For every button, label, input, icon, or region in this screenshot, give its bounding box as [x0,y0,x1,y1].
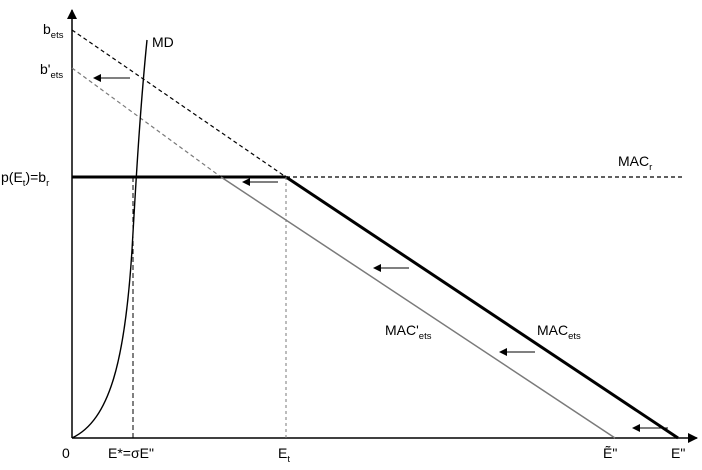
label-mac-ets: MACets [537,322,581,342]
mac-ets-dashed-segment [71,29,287,178]
label-e-star: E*=σE" [108,445,154,461]
mac-ets-line [285,175,679,440]
label-md: MD [152,34,174,50]
label-b-ets: bets [43,21,64,41]
md-curve [71,39,148,439]
mac-ets-prime-line [220,176,616,439]
label-e-dd: E" [671,445,685,461]
label-e-tilde: Ẽ" [603,445,617,461]
label-b-ets-prime: b'ets [40,61,63,81]
mac-ets-prime-dashed-segment [71,67,222,178]
label-price: p(Et)=br [1,169,49,189]
label-origin: 0 [62,445,70,461]
label-mac-ets-prime: MAC'ets [385,322,432,342]
label-e-t: Et [278,445,290,465]
label-mac-r: MACr [618,153,652,173]
